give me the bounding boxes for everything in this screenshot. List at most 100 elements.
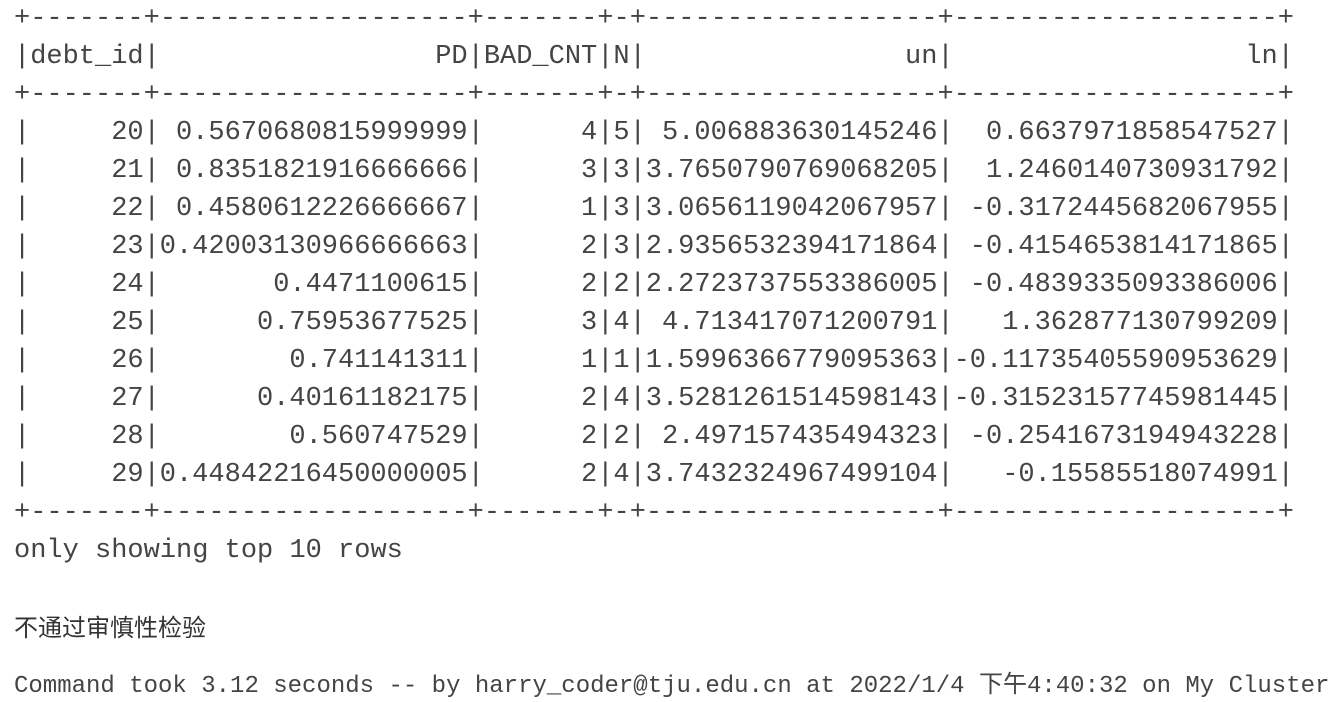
table-row: | 29|0.44842216450000005| 2|4|3.7432324967… xyxy=(14,456,1294,494)
separator: | xyxy=(937,346,954,376)
table-footer: only showing top 10 rows xyxy=(14,536,403,566)
separator: | xyxy=(629,308,646,338)
cell: -0.31523157745981445 xyxy=(953,384,1278,414)
cell: 3.7650790769068205 xyxy=(645,156,938,186)
table-border: +-------+-------------------+-------+-+-… xyxy=(14,498,1295,528)
cell: 0.8351821916666666 xyxy=(175,156,468,186)
cell: 20 xyxy=(111,118,144,148)
column-header: un xyxy=(905,42,938,72)
separator: | xyxy=(14,42,31,72)
cell: 29 xyxy=(111,460,144,490)
table-border: +-------+-------------------+-------+-+-… xyxy=(14,80,1295,110)
separator: | xyxy=(1277,422,1294,452)
cell: 0.40161182175 xyxy=(256,384,468,414)
cell: 1 xyxy=(581,346,598,376)
cell: 3.7432324967499104 xyxy=(645,460,938,490)
separator: | xyxy=(937,118,954,148)
separator: | xyxy=(467,42,484,72)
separator: | xyxy=(1277,156,1294,186)
cell: 2 xyxy=(581,460,598,490)
cell: 0.42003130966666663 xyxy=(159,232,468,262)
cell: 3 xyxy=(613,232,630,262)
separator: | xyxy=(1277,384,1294,414)
table-row: | 21| 0.8351821916666666| 3|3|3.76507907690… xyxy=(14,152,1294,190)
separator: | xyxy=(1277,270,1294,300)
cell: 2 xyxy=(581,422,598,452)
cell: 5 xyxy=(613,118,630,148)
separator: | xyxy=(14,118,31,148)
cell: 3 xyxy=(581,156,598,186)
table-output: +-------+-------------------+-------+-+-… xyxy=(14,0,1294,570)
separator: | xyxy=(1277,308,1294,338)
cell: -0.2541673194943228 xyxy=(969,422,1278,452)
separator: | xyxy=(467,270,484,300)
separator: | xyxy=(14,384,31,414)
separator: | xyxy=(597,118,614,148)
separator: | xyxy=(143,42,160,72)
cell: 4.713417071200791 xyxy=(661,308,938,338)
cell: 0.6637971858547527 xyxy=(986,118,1278,148)
cell: 24 xyxy=(111,270,144,300)
separator: | xyxy=(143,270,160,300)
separator: | xyxy=(14,308,31,338)
separator: | xyxy=(14,422,31,452)
separator: | xyxy=(597,384,614,414)
separator: | xyxy=(143,422,160,452)
separator: | xyxy=(143,460,160,490)
separator: | xyxy=(629,422,646,452)
separator: | xyxy=(937,384,954,414)
column-header: debt_id xyxy=(30,42,144,72)
separator: | xyxy=(597,194,614,224)
separator: | xyxy=(467,460,484,490)
cell: 1.5996366779095363 xyxy=(645,346,938,376)
table-border: +-------+-------------------+-------+-+-… xyxy=(14,4,1295,34)
separator: | xyxy=(467,308,484,338)
separator: | xyxy=(597,346,614,376)
column-header: N xyxy=(613,42,630,72)
cell: 0.4471100615 xyxy=(273,270,468,300)
separator: | xyxy=(629,384,646,414)
table-row: | 22| 0.4580612226666667| 1|3|3.06561190420… xyxy=(14,190,1294,228)
cell: 21 xyxy=(111,156,144,186)
separator: | xyxy=(467,384,484,414)
separator: | xyxy=(14,232,31,262)
cell: 3 xyxy=(613,194,630,224)
cell: 3.5281261514598143 xyxy=(645,384,938,414)
cell: 4 xyxy=(613,460,630,490)
separator: | xyxy=(629,156,646,186)
table-row: | 28| 0.560747529| 2|2| 2.497157435494323| -0… xyxy=(14,418,1294,456)
table-row: | 20| 0.5670680815999999| 4|5| 5.00688363014… xyxy=(14,114,1294,152)
separator: | xyxy=(629,460,646,490)
cell: 2 xyxy=(581,232,598,262)
separator: | xyxy=(14,460,31,490)
cell: 22 xyxy=(111,194,144,224)
cell: 26 xyxy=(111,346,144,376)
separator: | xyxy=(467,194,484,224)
cell: 0.4580612226666667 xyxy=(175,194,468,224)
cell: 3 xyxy=(581,308,598,338)
separator: | xyxy=(143,232,160,262)
separator: | xyxy=(143,194,160,224)
separator: | xyxy=(467,118,484,148)
cell: 1.362877130799209 xyxy=(1002,308,1278,338)
separator: | xyxy=(629,346,646,376)
separator: | xyxy=(597,460,614,490)
message: 不通过审慎性检验 xyxy=(14,614,206,642)
separator: | xyxy=(597,232,614,262)
cell: 0.75953677525 xyxy=(256,308,468,338)
separator: | xyxy=(143,346,160,376)
separator: | xyxy=(937,308,954,338)
cell: 2.497157435494323 xyxy=(661,422,938,452)
separator: | xyxy=(937,194,954,224)
separator: | xyxy=(937,156,954,186)
separator: | xyxy=(629,42,646,72)
cell: 2 xyxy=(613,422,630,452)
separator: | xyxy=(143,308,160,338)
cell: 23 xyxy=(111,232,144,262)
cell: 5.006883630145246 xyxy=(661,118,938,148)
separator: | xyxy=(1277,460,1294,490)
separator: | xyxy=(937,232,954,262)
separator: | xyxy=(467,422,484,452)
table-row: | 23|0.42003130966666663| 2|3|2.9356532394… xyxy=(14,228,1294,266)
separator: | xyxy=(629,194,646,224)
